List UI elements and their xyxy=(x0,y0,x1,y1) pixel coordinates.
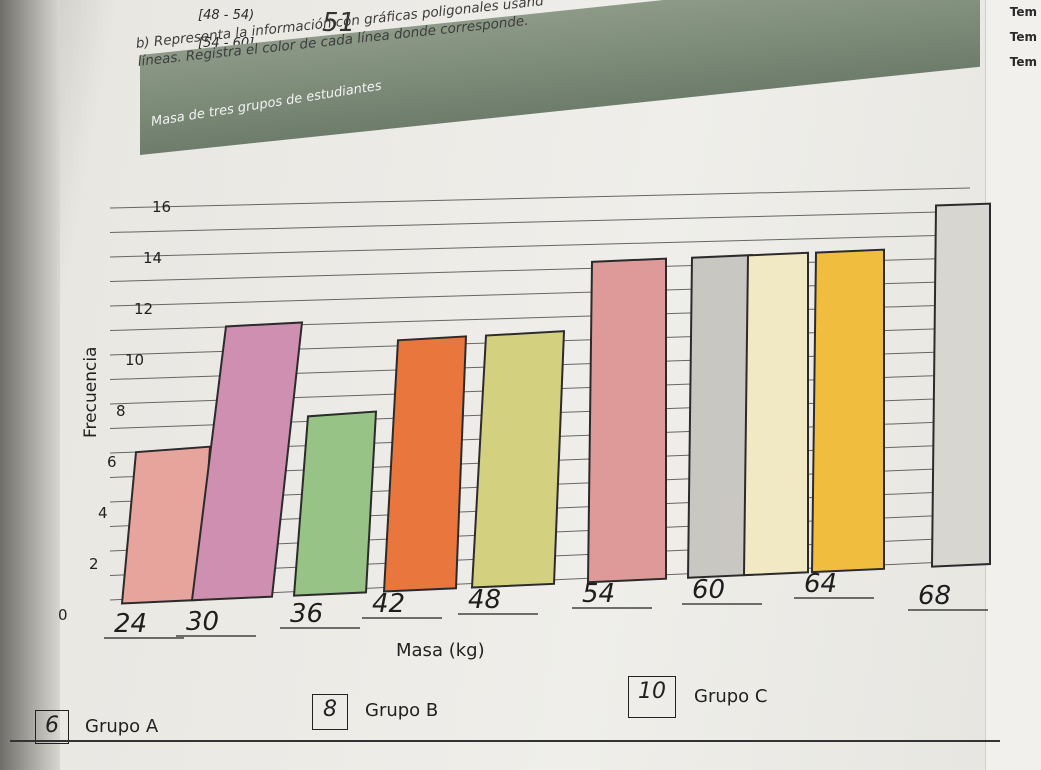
chart-bars xyxy=(120,202,991,605)
x-tick-label: 64 xyxy=(804,569,837,599)
bar xyxy=(686,254,753,579)
y-tick-label: 10 xyxy=(125,351,144,369)
margin-word-3: Tem xyxy=(1009,55,1037,69)
x-tick-label: 42 xyxy=(372,589,405,619)
x-tick-label: 24 xyxy=(114,609,147,639)
x-tick-label: 68 xyxy=(918,581,951,611)
y-tick-label: 16 xyxy=(152,198,171,216)
bar xyxy=(742,251,809,577)
bar xyxy=(120,445,212,605)
y-tick-label: 12 xyxy=(134,300,153,318)
legend-label-a: Grupo A xyxy=(85,716,159,737)
y-tick-label: 0 xyxy=(58,606,68,624)
y-tick-label: 4 xyxy=(98,504,108,522)
y-tick-label: 2 xyxy=(89,555,99,573)
legend-box-a: 6 xyxy=(35,710,69,744)
legend-box-c: 10 xyxy=(628,676,676,718)
y-tick-label: 6 xyxy=(107,453,117,471)
bar xyxy=(292,410,378,597)
legend-label-c: Grupo C xyxy=(694,686,768,707)
grid-line xyxy=(109,234,971,258)
bar xyxy=(470,330,566,589)
x-tick-label: 48 xyxy=(468,585,501,615)
table-row-1: [48 - 54) xyxy=(198,8,255,23)
margin-word-1: Tem xyxy=(1009,5,1037,19)
legend-label-b: Grupo B xyxy=(365,700,439,721)
y-tick-label: 8 xyxy=(116,402,126,420)
y-axis-label: Frecuencia xyxy=(81,347,101,438)
x-tick-labels: 24 30 36 42 48 54 60 64 68 xyxy=(104,569,988,639)
x-tick-label: 36 xyxy=(290,599,323,629)
bar xyxy=(382,335,468,593)
book-spine xyxy=(0,0,60,770)
bar xyxy=(930,202,991,568)
legend-box-b: 8 xyxy=(312,694,348,730)
page-bottom-line xyxy=(10,740,1000,742)
x-axis-label: Masa (kg) xyxy=(396,640,485,661)
x-tick-label: 30 xyxy=(186,607,219,637)
bar xyxy=(190,321,304,602)
right-margin: Tem Tem Tem xyxy=(985,0,1041,770)
bar xyxy=(810,248,885,574)
x-tick-label: 54 xyxy=(582,579,615,609)
margin-word-2: Tem xyxy=(1009,30,1037,44)
bar xyxy=(586,257,667,584)
grid-line xyxy=(109,210,971,233)
grid-line xyxy=(109,187,971,209)
y-tick-labels: 0 2 4 6 8 10 12 14 16 xyxy=(58,198,171,624)
y-tick-label: 14 xyxy=(143,249,162,267)
x-tick-label: 60 xyxy=(692,575,725,605)
